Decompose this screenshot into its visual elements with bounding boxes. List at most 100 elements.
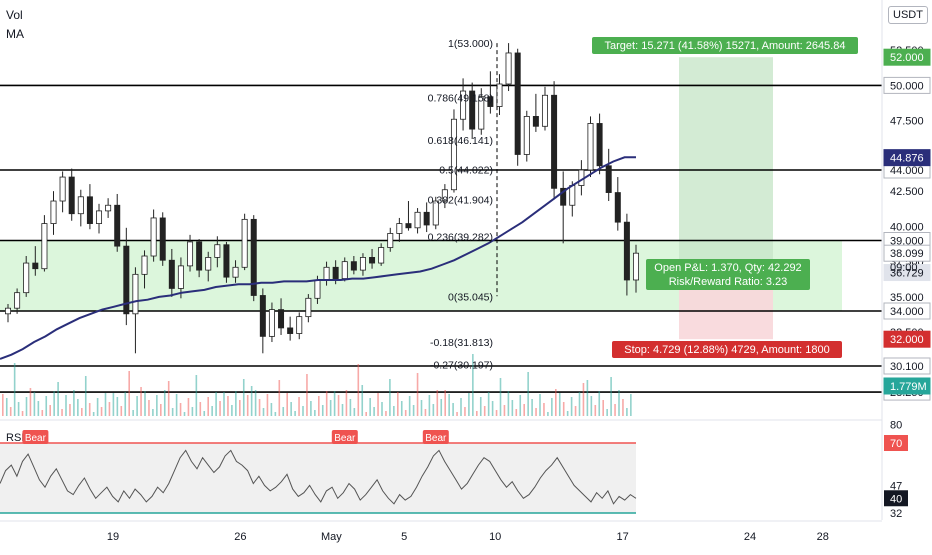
- volume-bar: [294, 411, 296, 416]
- volume-bar: [416, 373, 419, 416]
- volume-bar: [365, 412, 367, 416]
- level-price-badge-bg: [883, 357, 931, 375]
- rsi-tick-label: 47: [890, 480, 902, 492]
- volume-bar: [385, 411, 387, 416]
- volume-bar: [128, 371, 130, 416]
- target-label-text: Target: 15.271 (41.58%) 15271, Amount: 2…: [605, 40, 846, 52]
- level-price-badge: 50.000: [890, 80, 924, 92]
- candle-body: [633, 252, 640, 281]
- volume-bar: [290, 402, 292, 416]
- volume-bar: [353, 408, 356, 416]
- rsi-band-fill: [0, 443, 636, 513]
- volume-bar: [73, 390, 75, 416]
- candle-body: [623, 221, 630, 281]
- level-price-badge: 39.000: [890, 236, 924, 248]
- volume-bar: [349, 399, 352, 416]
- candle-body: [587, 123, 594, 171]
- volume-bar: [420, 400, 423, 416]
- volume-bar: [5, 398, 8, 416]
- volume-bar: [614, 404, 616, 416]
- volume-bar: [381, 402, 383, 416]
- target-label: Target: 15.271 (41.58%) 15271, Amount: 2…: [592, 37, 858, 54]
- candle-body: [177, 265, 184, 289]
- volume-bar: [337, 395, 340, 416]
- candle-body: [414, 211, 421, 229]
- volume-bar: [582, 383, 585, 416]
- volume-bar: [618, 390, 620, 416]
- candle-body: [432, 200, 439, 226]
- candle-body: [369, 257, 376, 264]
- price-marker-badge-bg: [883, 48, 931, 66]
- volume-bar: [298, 397, 300, 416]
- candle-body: [332, 266, 339, 279]
- candle-body: [32, 262, 39, 270]
- volume-bar: [77, 399, 79, 416]
- candle-body: [187, 241, 194, 267]
- volume-bar: [314, 410, 316, 416]
- candle-body: [96, 210, 103, 224]
- candle-body: [232, 266, 239, 278]
- volume-bar: [590, 396, 593, 416]
- candle-body: [105, 204, 112, 212]
- volume-bar: [262, 408, 265, 416]
- time-tick-label: 24: [744, 531, 756, 543]
- ma-indicator-label[interactable]: MA: [6, 27, 24, 41]
- candle-body: [496, 83, 503, 107]
- volume-bar: [464, 407, 466, 416]
- volume-bar: [61, 409, 63, 416]
- volume-bar: [610, 377, 612, 416]
- target-label-bg: [592, 37, 858, 54]
- volume-bar: [400, 401, 403, 416]
- volume-bar: [436, 390, 439, 416]
- volume-bar: [227, 396, 229, 416]
- candle-body: [614, 192, 621, 223]
- volume-bar: [250, 386, 253, 416]
- volume-bar: [242, 379, 245, 416]
- candle-body: [123, 245, 130, 315]
- volume-bar: [96, 398, 99, 416]
- volume-bar: [120, 406, 123, 416]
- candle-body: [259, 295, 266, 337]
- volume-bar: [341, 404, 344, 416]
- volume-bar: [219, 401, 221, 416]
- candle-body: [296, 316, 303, 334]
- volume-bar: [404, 410, 407, 416]
- time-tick-label: 10: [489, 531, 501, 543]
- candle-body: [305, 297, 312, 318]
- volume-bar: [108, 402, 111, 416]
- volume-bar: [223, 392, 225, 416]
- volume-bar: [171, 408, 174, 416]
- open-pnl-label: Open P&L: 1.370, Qty: 42.292 Risk/Reward …: [646, 259, 810, 290]
- candle-body: [205, 257, 212, 271]
- candle-body: [50, 200, 57, 224]
- currency-selector[interactable]: USDT: [888, 6, 928, 24]
- bear-marker-bg: [331, 430, 358, 444]
- candle-body: [387, 233, 394, 248]
- volume-bar: [254, 390, 257, 416]
- volume-bar: [373, 407, 375, 416]
- volume-bar: [566, 411, 569, 416]
- volume-bar: [476, 411, 478, 416]
- candle-body: [541, 94, 548, 127]
- volume-value-badge: 1.779M: [890, 381, 927, 393]
- volume-bar: [325, 391, 328, 416]
- volume-bar: [333, 391, 336, 416]
- level-price-badge: 30.100: [890, 361, 924, 373]
- volume-bar: [515, 409, 518, 416]
- volume-bar: [578, 392, 581, 416]
- price-marker-badge: 52.000: [890, 52, 924, 64]
- candle-body: [23, 262, 30, 294]
- volume-bar: [49, 405, 51, 416]
- volume-bar: [574, 406, 577, 416]
- candle-body: [196, 241, 203, 271]
- candle-body: [159, 217, 166, 261]
- volume-bar: [487, 392, 490, 416]
- volume-indicator-label[interactable]: Vol: [6, 8, 23, 22]
- volume-bar: [602, 400, 604, 416]
- volume-bar: [531, 399, 533, 416]
- stop-label: Stop: 4.729 (12.88%) 4729, Amount: 1800: [612, 341, 842, 358]
- candle-body: [287, 327, 294, 334]
- candle-body: [250, 218, 257, 296]
